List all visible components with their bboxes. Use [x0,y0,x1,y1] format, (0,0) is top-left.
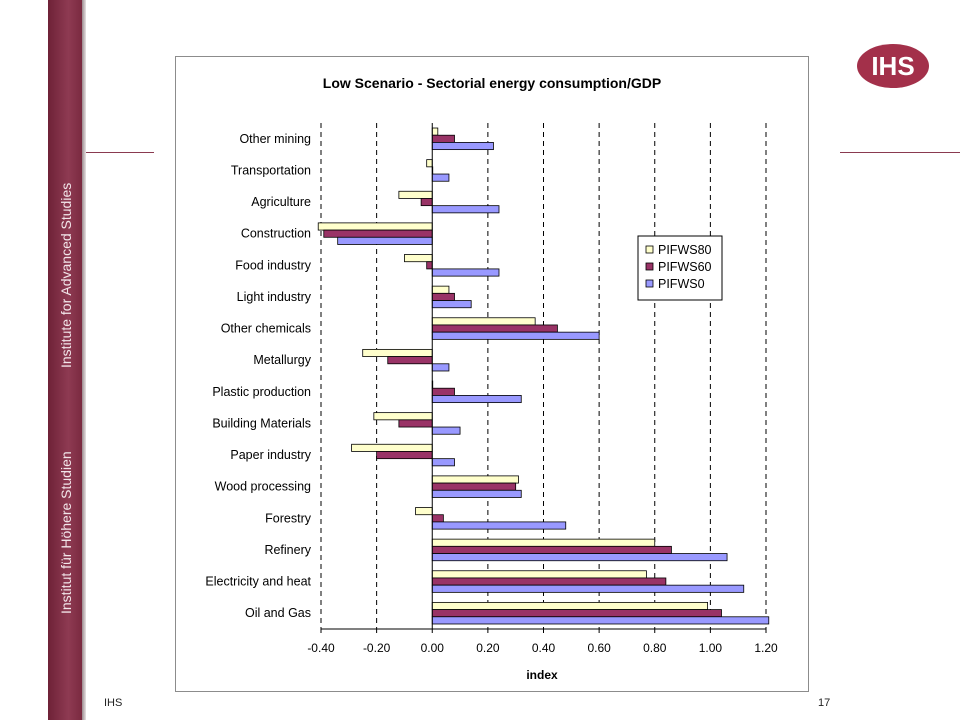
bar-pifws60-4 [426,261,433,270]
sidebar-text-top: Institute for Advanced Studies [58,182,74,368]
category-label: Electricity and heat [205,575,311,589]
bar-pifws0-4 [431,268,500,277]
bar-pifws0-9 [431,426,461,435]
x-tick-label: 0.60 [587,641,611,655]
x-tick-label: 0.40 [532,641,556,655]
legend-swatch-pifws60 [645,262,654,271]
category-label: Refinery [264,543,311,557]
bar-pifws0-11 [431,489,522,498]
bar-pifws80-4 [404,254,433,263]
bar-pifws0-0 [431,142,494,151]
chart-title: Low Scenario - Sectorial energy consumpt… [323,75,661,91]
bar-pifws60-14 [431,577,667,586]
bar-pifws60-9 [398,419,433,428]
bar-pifws0-15 [431,616,770,625]
category-label: Oil and Gas [245,606,311,620]
bar-pifws80-15 [431,601,708,610]
x-tick-label: 1.00 [699,641,723,655]
bar-pifws80-12 [415,507,433,516]
bar-pifws0-5 [431,300,472,309]
bar-pifws80-2 [398,190,433,199]
bar-pifws0-14 [431,584,745,593]
category-label: Building Materials [212,416,311,430]
bar-pifws0-12 [431,521,567,530]
bar-chart: Low Scenario - Sectorial energy consumpt… [205,75,778,682]
bar-pifws0-3 [337,236,433,245]
bar-pifws60-13 [431,545,672,554]
header-rule-left [86,152,154,153]
bar-pifws60-6 [431,324,558,333]
category-label: Food industry [235,258,311,272]
bar-pifws80-13 [431,538,656,547]
bar-pifws80-10 [351,443,433,452]
sidebar-text-bottom: Institut für Höhere Studien [58,451,74,614]
category-label: Wood processing [215,480,311,494]
bar-pifws60-3 [323,229,433,238]
category-label: Light industry [237,290,312,304]
category-label: Agriculture [251,195,311,209]
category-label: Paper industry [230,448,311,462]
bar-pifws80-0 [431,127,439,136]
bar-pifws0-8 [431,395,522,404]
bar-pifws60-10 [376,451,433,460]
legend-swatch-pifws80 [645,245,654,254]
bar-pifws80-9 [373,412,433,421]
bar-pifws80-6 [431,317,536,326]
bar-pifws80-11 [431,475,519,484]
bar-pifws80-1 [426,159,433,168]
bar-pifws60-12 [431,514,444,523]
bar-pifws80-14 [431,570,647,579]
category-label: Construction [241,227,311,241]
bar-pifws0-13 [431,553,728,562]
x-tick-label: -0.40 [307,641,335,655]
category-label: Forestry [265,511,312,525]
bar-pifws80-7 [362,348,433,357]
bar-pifws60-2 [420,198,433,207]
legend-swatch-pifws0 [645,279,654,288]
category-label: Other chemicals [221,322,311,336]
bar-pifws0-1 [431,173,450,182]
bar-pifws60-8 [431,387,455,396]
bar-pifws60-15 [431,609,722,618]
footer-ihs: IHS [104,697,123,709]
bar-pifws0-6 [431,331,600,340]
category-label: Transportation [231,163,311,177]
legend-label-pifws0: PIFWS0 [658,277,705,291]
page-number: 17 [818,697,831,709]
bar-pifws0-2 [431,205,500,214]
bar-pifws0-10 [431,458,455,467]
x-axis-label: index [526,668,558,682]
x-tick-label: 0.80 [643,641,667,655]
x-tick-label: 0.20 [476,641,500,655]
bar-pifws60-0 [431,134,455,143]
ihs-logo: IHS [857,44,929,88]
legend-label-pifws80: PIFWS80 [658,243,712,257]
bar-pifws80-5 [431,285,450,294]
sidebar-edge [82,0,86,720]
header-rule-right [840,152,960,153]
category-label: Other mining [239,132,311,146]
bar-pifws80-3 [317,222,433,231]
bar-pifws60-5 [431,292,455,301]
x-tick-label: -0.20 [363,641,391,655]
legend-label-pifws60: PIFWS60 [658,260,712,274]
x-tick-label: 0.00 [421,641,445,655]
bar-pifws60-11 [431,482,517,491]
logo-text: IHS [871,51,914,81]
bar-pifws60-7 [387,356,433,365]
category-label: Plastic production [212,385,311,399]
sidebar-band [48,0,82,720]
bar-pifws0-7 [431,363,450,372]
category-label: Metallurgy [253,353,311,367]
x-tick-label: 1.20 [754,641,778,655]
